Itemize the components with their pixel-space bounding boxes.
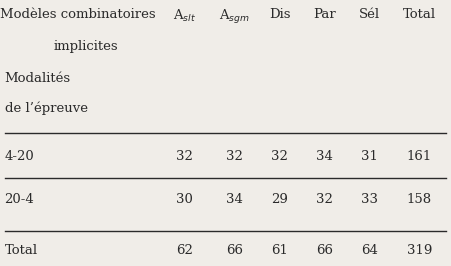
Text: 32: 32 — [271, 151, 288, 163]
Text: 64: 64 — [361, 244, 378, 256]
Text: 319: 319 — [407, 244, 432, 256]
Text: Total: Total — [5, 244, 37, 256]
Text: 20-4: 20-4 — [5, 193, 34, 206]
Text: 161: 161 — [407, 151, 432, 163]
Text: 66: 66 — [316, 244, 333, 256]
Text: 32: 32 — [176, 151, 193, 163]
Text: Modalités: Modalités — [5, 72, 71, 85]
Text: Sél: Sél — [359, 8, 380, 21]
Text: 32: 32 — [226, 151, 243, 163]
Text: 31: 31 — [361, 151, 378, 163]
Text: Modèles combinatoires: Modèles combinatoires — [0, 8, 156, 21]
Text: 34: 34 — [226, 193, 243, 206]
Text: 33: 33 — [361, 193, 378, 206]
Text: 158: 158 — [407, 193, 432, 206]
Text: Total: Total — [403, 8, 436, 21]
Text: A$_{slt}$: A$_{slt}$ — [173, 8, 197, 24]
Text: 34: 34 — [316, 151, 333, 163]
Text: Dis: Dis — [269, 8, 290, 21]
Text: 32: 32 — [316, 193, 333, 206]
Text: Par: Par — [313, 8, 336, 21]
Text: implicites: implicites — [53, 40, 118, 53]
Text: de l’épreuve: de l’épreuve — [5, 101, 87, 115]
Text: A$_{sgm}$: A$_{sgm}$ — [219, 8, 250, 26]
Text: 4-20: 4-20 — [5, 151, 34, 163]
Text: 61: 61 — [271, 244, 288, 256]
Text: 30: 30 — [176, 193, 193, 206]
Text: 62: 62 — [176, 244, 193, 256]
Text: 66: 66 — [226, 244, 243, 256]
Text: 29: 29 — [271, 193, 288, 206]
